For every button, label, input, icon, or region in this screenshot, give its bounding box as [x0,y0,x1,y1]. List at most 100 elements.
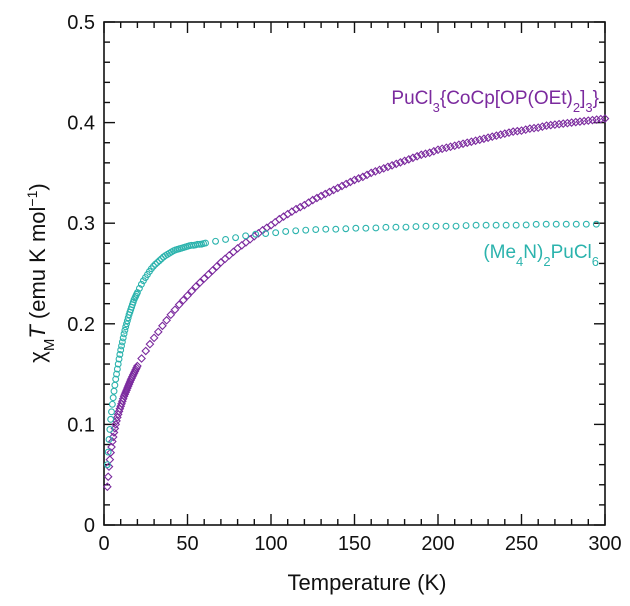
series-pu-cocp [102,114,610,492]
data-point [483,133,493,143]
data-point [479,134,489,144]
data-point [102,482,112,492]
data-point [542,121,551,130]
data-series [102,114,610,492]
series-label-part: 6 [592,254,599,269]
data-point [242,232,250,240]
data-point [119,334,127,342]
data-point [112,375,120,383]
data-point [195,278,205,287]
data-point [137,354,146,363]
y-tick-label: 0.3 [67,213,95,235]
data-point [500,129,510,139]
data-point [187,286,197,296]
data-point [563,118,572,128]
data-point [562,220,570,228]
data-point [118,338,126,346]
data-point [442,222,450,230]
data-point [533,123,543,133]
data-point [162,315,172,325]
data-point [108,432,118,442]
data-point [329,185,339,195]
data-point [106,448,116,457]
series-label-part: 4 [516,254,523,269]
data-point [425,148,435,158]
data-point [396,157,405,167]
data-point [295,202,305,212]
data-point [191,282,201,291]
data-point [496,130,506,140]
data-point [412,223,420,230]
data-point [504,128,514,138]
data-point [333,183,343,193]
data-point [382,223,390,231]
data-point [118,342,125,350]
data-point [472,221,480,229]
data-point [370,167,380,176]
data-point [362,170,372,180]
x-axis-title: Temperature (K) [288,570,447,595]
data-point [552,220,560,228]
data-point [512,221,520,229]
data-point [462,222,470,229]
series-label-me4n-pucl6: (Me4N)2PuCl6 [483,242,599,269]
data-point [104,448,112,456]
data-point [337,181,347,191]
data-point [272,229,280,237]
data-point [372,224,380,232]
data-point [354,174,364,183]
data-point [149,262,157,270]
series-label-part: 3 [585,100,592,115]
data-point [308,195,318,205]
data-point [106,425,114,433]
data-point [199,274,209,283]
data-point [391,159,401,169]
data-point [116,351,124,358]
y-title-sub: M [41,339,58,352]
data-point [350,175,359,185]
data-point [582,220,590,228]
data-point [117,346,125,354]
data-point [352,224,360,232]
data-point [153,327,163,337]
x-tick-label: 150 [338,533,371,555]
x-axis-ticks: 0 50 100 150 200 250 300 [98,22,622,555]
data-point [462,138,472,148]
x-tick-label: 300 [588,533,621,555]
y-title-units: (emu K mol [25,207,50,326]
data-point [145,339,155,349]
data-point [482,221,490,229]
series-label-part: N) [523,242,543,263]
data-point [487,132,497,142]
data-point [113,370,120,378]
data-point [183,291,192,301]
data-point [208,266,217,275]
data-point [521,125,531,135]
data-point [222,236,230,243]
data-point [202,239,209,247]
data-point [383,162,393,172]
data-point [379,163,389,173]
data-point [366,168,376,178]
y-tick-label: 0.2 [67,314,95,336]
data-point [522,221,530,229]
series-label-part: PuCl [551,242,592,263]
data-point [502,221,510,229]
data-point [342,225,350,233]
data-point [575,117,585,126]
data-point [375,165,384,175]
series-label-part: 2 [543,254,550,269]
data-point [292,227,300,235]
data-point [387,160,397,170]
data-point [508,127,518,137]
data-point [392,223,400,231]
y-axis-title: χMT (emu K mol−1) [24,183,58,362]
data-point [572,220,580,228]
data-point [312,193,322,203]
data-point [170,305,180,315]
series-label-part: } [593,88,599,109]
series-label-part: 2 [573,100,580,115]
data-point [122,323,130,331]
data-point [402,223,410,231]
data-point [408,153,418,163]
